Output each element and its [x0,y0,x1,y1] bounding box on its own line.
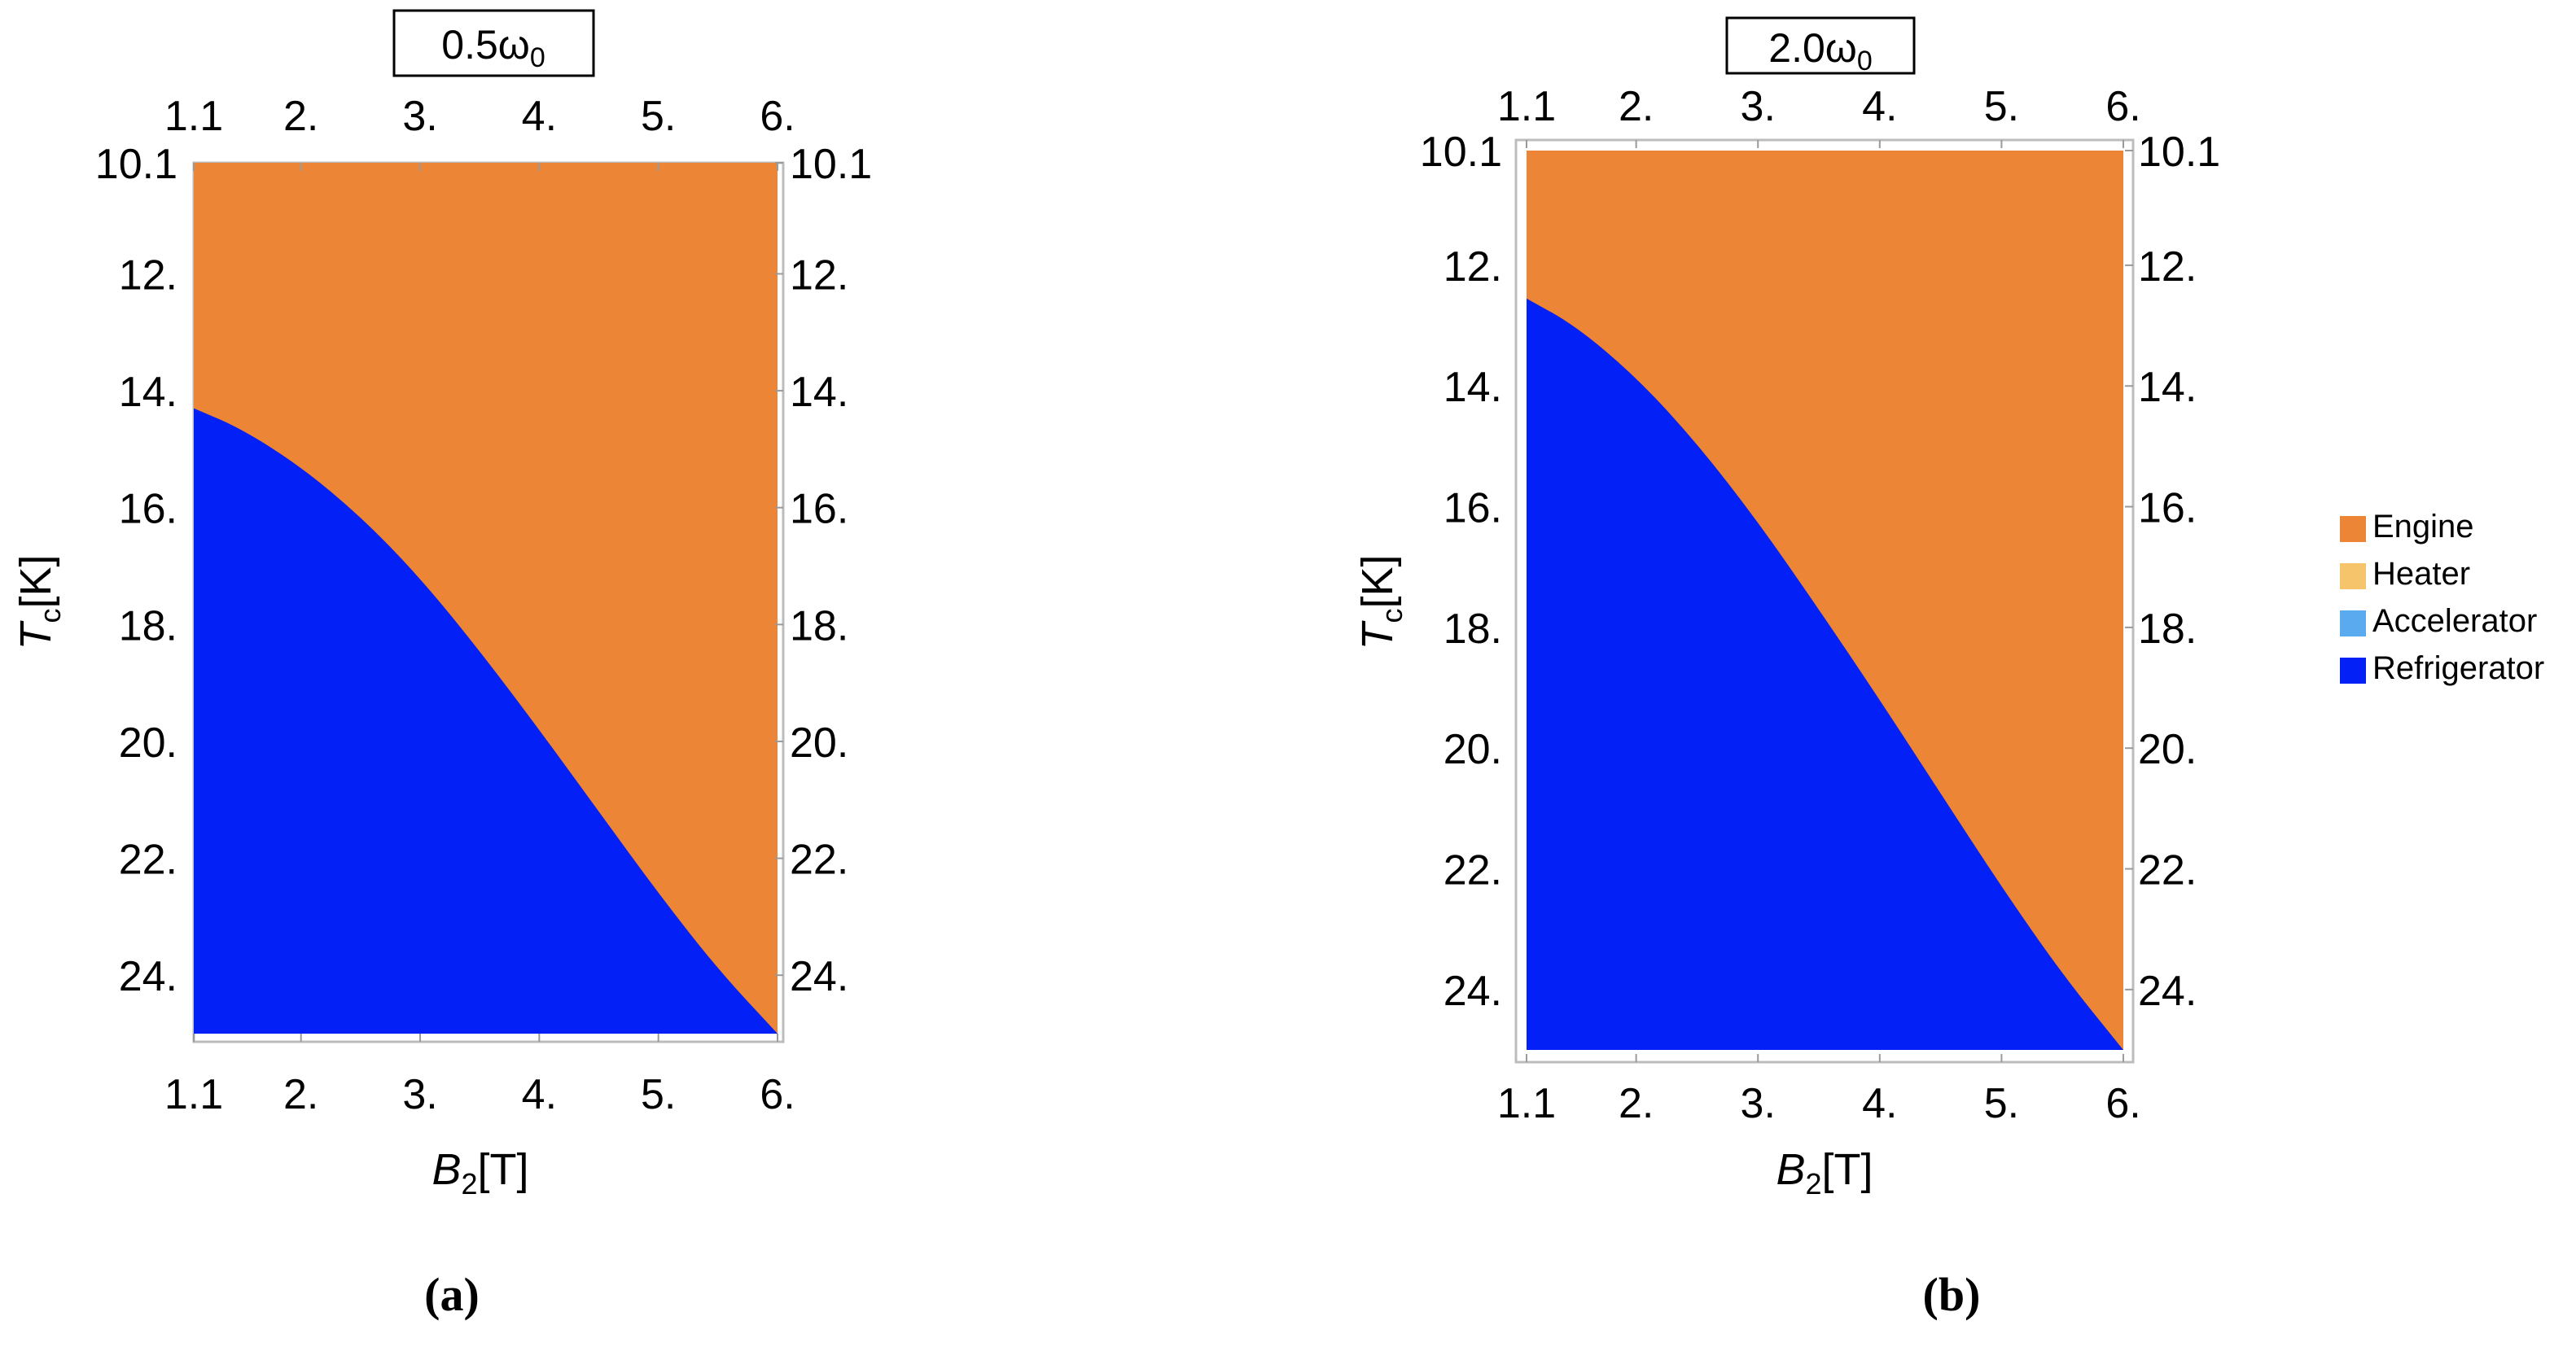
legend-label-accelerator: Accelerator [2372,603,2537,639]
y-axis-title: Tc[K] [11,554,67,649]
y-tick-label-left: 12. [119,251,177,299]
y-tick-label-left: 18. [119,602,177,649]
x-tick-label-bottom: 6. [2105,1080,2140,1127]
x-tick-label-bottom: 2. [1619,1080,1654,1127]
x-tick-label-bottom: 6. [760,1071,795,1118]
region-refrigerator [194,408,778,1034]
panel-title-box [392,9,595,77]
x-tick-label-top: 2. [283,93,318,140]
y-tick-label-left: 20. [1444,726,1502,773]
y-tick-label-left: 18. [1444,606,1502,653]
legend-swatch-engine [2340,516,2366,542]
x-tick-label-bottom: 2. [283,1071,318,1118]
y-tick-label-left: 16. [1444,485,1502,532]
x-tick-label-top: 2. [1619,83,1654,130]
legend-label-refrigerator: Refrigerator [2372,650,2544,686]
panel-b: 1.11.12.2.3.3.4.4.5.5.6.6.10.1 10.112. 12.… [1353,16,2220,1321]
y-tick-label-right: 10.1 [2138,129,2220,176]
legend-label-engine: Engine [2372,509,2474,544]
x-tick-label-top: 6. [2105,83,2140,130]
x-tick-label-bottom: 4. [522,1071,557,1118]
x-tick-label-top: 1.1 [1497,83,1556,130]
x-tick-label-bottom: 1.1 [1497,1080,1556,1127]
plot-frame [1514,138,2135,1064]
y-axis-title: Tc[K] [1353,554,1408,649]
y-tick-label-left: 14. [119,369,177,416]
x-tick-label-top: 5. [1984,83,2019,130]
y-tick-label-right: 12. [790,251,848,299]
panel-title: 0.5ω0 [441,22,545,73]
y-tick-label-left: 24. [119,953,177,1000]
x-tick-label-top: 4. [522,93,557,140]
y-tick-label-right: 24. [2138,968,2197,1015]
panel-title: 2.0ω0 [1768,25,1872,77]
panel-caption: (b) [1923,1268,1981,1321]
x-axis-title: B2[T] [432,1145,528,1200]
x-tick-label-top: 6. [760,93,795,140]
x-tick-label-bottom: 1.1 [164,1071,223,1118]
y-tick-label-left: 14. [1444,364,1502,411]
y-tick-label-left: 12. [1444,243,1502,291]
x-tick-label-top: 1.1 [164,93,223,140]
panel-title-box [1725,16,1916,75]
region-refrigerator [1527,298,2123,1050]
x-tick-label-bottom: 5. [641,1071,676,1118]
legend-label-heater: Heater [2372,556,2470,592]
y-tick-label-right: 22. [790,837,848,884]
x-tick-label-bottom: 3. [1741,1080,1776,1127]
x-tick-label-top: 3. [1741,83,1776,130]
legend: Engine Heater Accelerator Refrigerator [2340,509,2544,686]
legend-swatch-refrigerator [2340,658,2366,684]
y-tick-label-right: 18. [2138,606,2197,653]
x-tick-label-bottom: 4. [1862,1080,1897,1127]
x-tick-label-top: 4. [1862,83,1897,130]
legend-swatch-heater [2340,563,2366,589]
x-axis-title: B2[T] [1776,1145,1873,1200]
x-tick-label-top: 3. [402,93,437,140]
y-tick-label-right: 16. [790,486,848,533]
y-tick-label-left: 10.1 [1420,129,1502,176]
y-tick-label-right: 16. [2138,485,2197,532]
y-tick-label-left: 16. [119,486,177,533]
y-tick-label-right: 14. [790,369,848,416]
y-tick-label-right: 20. [2138,726,2197,773]
panel-a: 1.11.12.2.3.3.4.4.5.5.6.6.10.1 10.112. 12.… [11,9,872,1321]
y-tick-label-right: 22. [2138,847,2197,894]
panel-caption: (a) [424,1268,480,1321]
y-tick-label-left: 24. [1444,968,1502,1015]
y-tick-label-right: 12. [2138,243,2197,291]
x-tick-label-bottom: 5. [1984,1080,2019,1127]
y-tick-label-right: 24. [790,953,848,1000]
y-tick-label-right: 10.1 [790,141,872,188]
x-tick-label-bottom: 3. [402,1071,437,1118]
x-tick-label-top: 5. [641,93,676,140]
y-tick-label-right: 18. [790,602,848,649]
y-tick-label-left: 22. [1444,847,1502,894]
y-tick-label-left: 22. [119,837,177,884]
y-tick-label-left: 20. [119,719,177,767]
y-tick-label-right: 20. [790,719,848,767]
legend-swatch-accelerator [2340,610,2366,636]
y-tick-label-left: 10.1 [95,141,177,188]
y-tick-label-right: 14. [2138,364,2197,411]
